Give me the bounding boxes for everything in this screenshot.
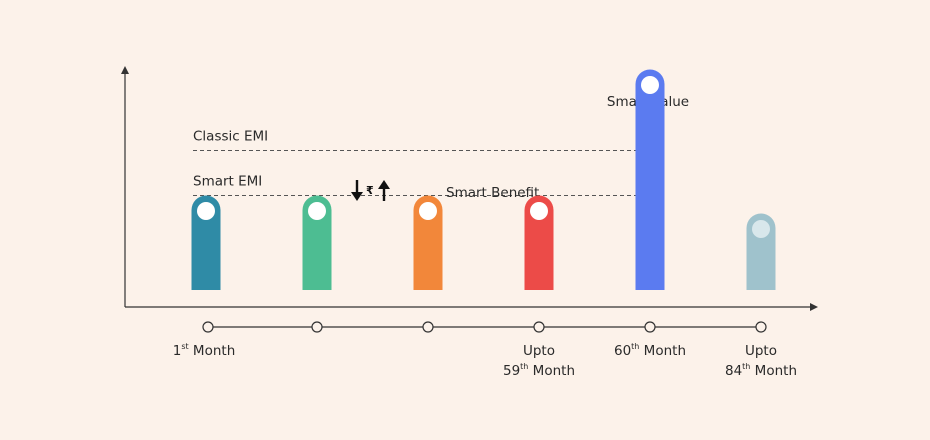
bar-marker (641, 76, 659, 94)
timeline-dots (202, 321, 767, 333)
bar-marker (419, 202, 437, 220)
bar (413, 195, 443, 290)
timeline-dot (533, 321, 545, 333)
smart-emi-label: Smart EMI (193, 174, 262, 190)
bar-marker (530, 202, 548, 220)
timeline-dot (311, 321, 323, 333)
x-tick-label: 59th Month (503, 362, 575, 379)
timeline-dot (644, 321, 656, 333)
x-tick-label: 84th Month (725, 362, 797, 379)
x-tick-labels: 1st Month Upto 59th Month 60th Month Upto 84t… (173, 342, 797, 379)
rupee-icon: ₹ (366, 184, 374, 197)
bar (191, 195, 221, 290)
timeline-dot (422, 321, 434, 333)
x-axis-arrow (810, 303, 818, 311)
bar (635, 69, 665, 290)
bar (302, 195, 332, 290)
bar-marker (308, 202, 326, 220)
x-tick-label-prefix: Upto (523, 343, 555, 359)
y-axis-arrow (121, 66, 129, 74)
x-tick-label: 60th Month (614, 342, 686, 359)
bar (524, 195, 554, 290)
bar-marker (197, 202, 215, 220)
reference-lines: Classic EMI Smart EMI (193, 129, 636, 196)
timeline-dot (202, 321, 214, 333)
axes (121, 66, 818, 311)
classic-emi-label: Classic EMI (193, 129, 268, 145)
bars (191, 69, 776, 290)
arrow-up-icon (378, 180, 390, 201)
x-tick-label: 1st Month (173, 342, 236, 359)
bar-marker (752, 220, 770, 238)
timeline-dot (755, 321, 767, 333)
arrow-down-icon (351, 180, 363, 201)
rupee-exchange-icon: ₹ (351, 180, 390, 201)
x-tick-label-prefix: Upto (745, 343, 777, 359)
smart-benefit-label: Smart Benefit (446, 185, 539, 201)
